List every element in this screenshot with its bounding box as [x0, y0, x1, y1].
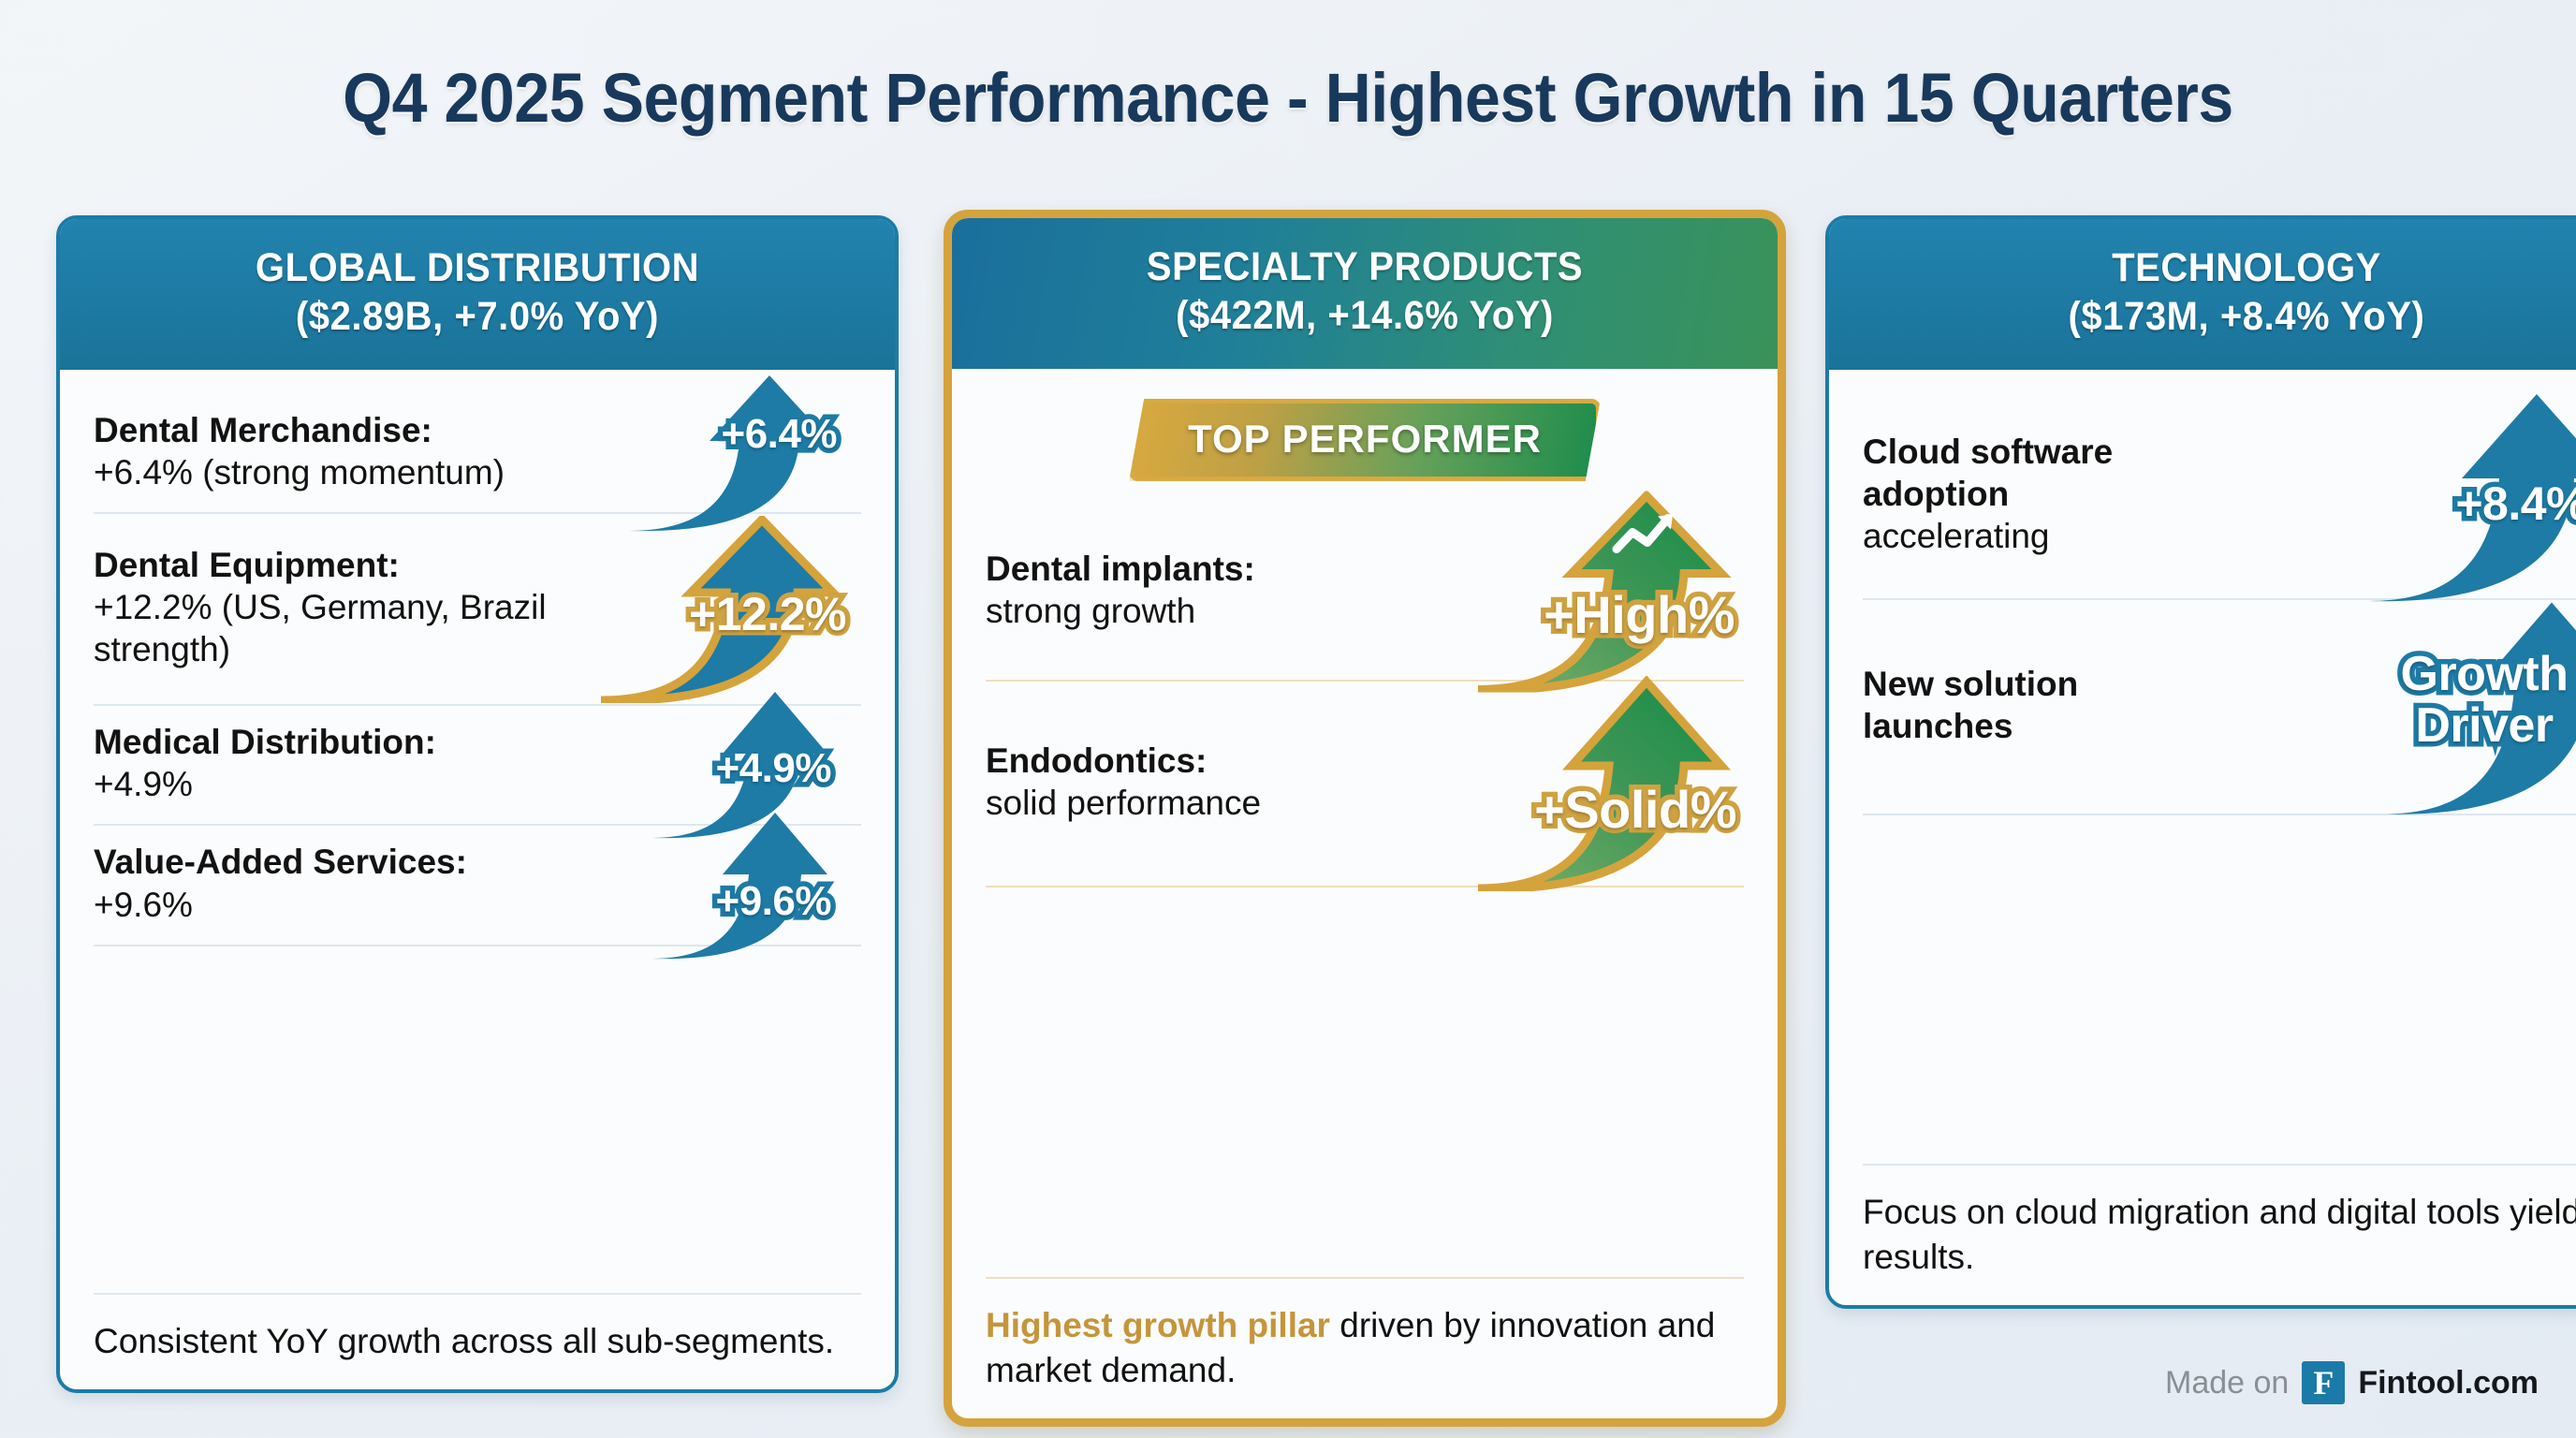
metric-detail: +4.9%: [94, 765, 193, 804]
brand-footer: Made on F Fintool.com: [2165, 1361, 2539, 1404]
card-global-distribution: GLOBAL DISTRIBUTION ($2.89B, +7.0% YoY) …: [56, 215, 899, 1393]
metric-label: Dental Equipment:: [94, 545, 400, 584]
growth-badge: +8.4%: [2451, 472, 2576, 535]
metric-row: Dental implants: strong growth: [986, 491, 1744, 693]
card-header-specialty-products: SPECIALTY PRODUCTS ($422M, +14.6% YoY): [952, 218, 1778, 369]
fintool-logo-icon: F: [2302, 1361, 2346, 1404]
metric-text: Dental Merchandise: +6.4% (strong moment…: [94, 409, 505, 493]
card-header-global-distribution: GLOBAL DISTRIBUTION ($2.89B, +7.0% YoY): [60, 219, 895, 370]
made-on-label: Made on: [2165, 1364, 2290, 1401]
metric-detail: accelerating: [1863, 517, 2050, 556]
metric-row: Value-Added Services: +9.6% +9.6%: [94, 812, 861, 959]
growth-badge: +12.2%: [684, 583, 852, 646]
card-header-subtitle: ($422M, +14.6% YoY): [1176, 293, 1554, 339]
card-body-specialty-products: TOP PERFORMER Dental implants: strong gr…: [952, 369, 1778, 1418]
growth-badge: +4.9%: [710, 741, 837, 797]
card-footer-note: Consistent YoY growth across all sub-seg…: [94, 1292, 861, 1372]
growth-badge: +9.6%: [710, 873, 837, 930]
metric-label: Endodontics:: [986, 741, 1208, 780]
card-header-subtitle: ($2.89B, +7.0% YoY): [295, 294, 660, 340]
metric-detail: +9.6%: [94, 885, 193, 924]
metric-row: Dental Merchandise: +6.4% (strong moment…: [94, 375, 861, 532]
segment-cards-board: GLOBAL DISTRIBUTION ($2.89B, +7.0% YoY) …: [0, 210, 2576, 1427]
card-technology: TECHNOLOGY ($173M, +8.4% YoY) Cloud soft…: [1825, 215, 2576, 1309]
metric-row: Endodontics: solid performance: [986, 675, 1744, 891]
card-body-technology: Cloud software adoption accelerating +8.…: [1829, 370, 2576, 1305]
growth-badge: +High%: [1539, 580, 1740, 649]
page-title: Q4 2025 Segment Performance - Highest Gr…: [343, 59, 2233, 137]
card-header-title: TECHNOLOGY: [2112, 245, 2381, 290]
metric-label: Dental Merchandise:: [94, 410, 432, 449]
metric-text: Dental Equipment: +12.2% (US, Germany, B…: [94, 544, 618, 670]
top-performer-badge: TOP PERFORMER: [1129, 398, 1601, 481]
card-header-title: SPECIALTY PRODUCTS: [1146, 244, 1584, 289]
footer-rest: driven by innovation and market demand.: [986, 1306, 1716, 1389]
growth-badge: +6.4%: [716, 405, 842, 462]
metric-text: Cloud software adoption accelerating: [1863, 431, 2265, 557]
metric-detail: strong growth: [986, 591, 1196, 630]
metric-label: Dental implants:: [986, 549, 1255, 588]
metric-text: Dental implants: strong growth: [986, 548, 1255, 632]
top-performer-ribbon-wrap: TOP PERFORMER: [986, 382, 1744, 491]
metric-detail: +12.2% (US, Germany, Brazil strength): [94, 588, 547, 669]
metric-row: New solution launches Growth Driver: [1863, 600, 2576, 815]
metric-text: Value-Added Services: +9.6%: [94, 841, 534, 925]
metric-text: Endodontics: solid performance: [986, 740, 1261, 824]
card-footer-note: Highest growth pillar driven by innovati…: [986, 1277, 1744, 1401]
card-header-title: GLOBAL DISTRIBUTION: [255, 245, 700, 290]
metric-row: Cloud software adoption accelerating +8.…: [1863, 393, 2576, 602]
metric-row: Medical Distribution: +4.9% +4.9%: [94, 692, 861, 839]
metric-detail: solid performance: [986, 783, 1262, 822]
metric-text: Medical Distribution: +4.9%: [94, 721, 436, 805]
footer-highlight: Highest growth pillar: [986, 1306, 1330, 1345]
card-header-subtitle: ($173M, +8.4% YoY): [2068, 294, 2425, 340]
card-body-global-distribution: Dental Merchandise: +6.4% (strong moment…: [60, 370, 895, 1389]
metric-row: Dental Equipment: +12.2% (US, Germany, B…: [94, 514, 861, 707]
fintool-domain: Fintool.com: [2358, 1364, 2539, 1401]
metric-label: Medical Distribution:: [94, 723, 436, 762]
metric-label: New solution launches: [1863, 664, 2079, 745]
metric-text: New solution launches: [1863, 663, 2237, 747]
metric-label: Value-Added Services:: [94, 843, 467, 882]
growth-badge: Growth Driver: [2395, 643, 2573, 756]
metric-detail: +6.4% (strong momentum): [94, 453, 505, 492]
metric-label: Cloud software adoption: [1863, 433, 2114, 514]
card-footer-note: Focus on cloud migration and digital too…: [1863, 1164, 2576, 1288]
card-header-technology: TECHNOLOGY ($173M, +8.4% YoY): [1829, 219, 2576, 370]
growth-badge: +Solid%: [1530, 774, 1742, 844]
card-specialty-products: SPECIALTY PRODUCTS ($422M, +14.6% YoY) T…: [944, 210, 1786, 1427]
